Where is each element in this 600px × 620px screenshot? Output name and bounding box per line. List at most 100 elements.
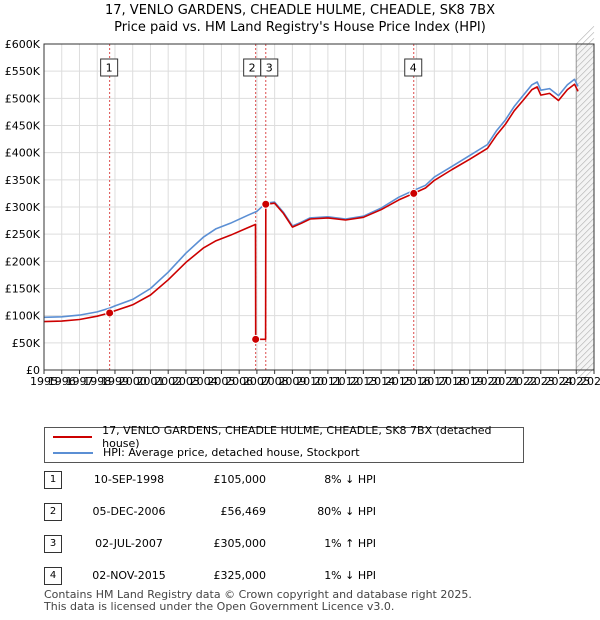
x-tick-label: 2003 (172, 375, 200, 388)
x-tick-label: 2001 (136, 375, 164, 388)
forecast-hatch (576, 308, 595, 327)
forecast-hatch (576, 38, 595, 57)
x-tick-label: 2020 (474, 375, 502, 388)
transaction-hpi-diff: 8% ↓ HPI (324, 473, 376, 486)
transaction-number: 1 (44, 471, 62, 489)
chart-title-line2: Price paid vs. HM Land Registry's House … (114, 20, 486, 35)
x-tick-label: 1995 (30, 375, 58, 388)
sale-number-label: 2 (249, 62, 256, 75)
forecast-hatch (576, 356, 595, 375)
x-tick-label: 2002 (154, 375, 182, 388)
forecast-hatch (576, 32, 595, 51)
forecast-hatch (576, 116, 595, 135)
footer-licence: This data is licensed under the Open Gov… (44, 600, 395, 613)
transaction-date: 10-SEP-1998 (93, 473, 165, 486)
forecast-hatch (576, 218, 595, 237)
y-tick-label: £200K (5, 255, 41, 268)
x-tick-label: 2013 (349, 375, 377, 388)
sale-number-label: 3 (266, 62, 273, 75)
sale-point (409, 188, 419, 198)
forecast-hatch (576, 188, 595, 207)
forecast-hatch (576, 194, 595, 213)
x-tick-label: 2005 (207, 375, 235, 388)
x-tick-label: 1998 (83, 375, 111, 388)
forecast-hatch (576, 350, 595, 369)
x-tick-label: 2025 (562, 375, 590, 388)
forecast-hatch (576, 254, 595, 273)
forecast-hatch (576, 182, 595, 201)
forecast-region (576, 44, 594, 370)
forecast-hatch (576, 170, 595, 189)
y-tick-label: £150K (5, 283, 41, 296)
forecast-hatch (576, 98, 595, 117)
transaction-date: 02-JUL-2007 (95, 537, 163, 550)
forecast-hatch (576, 122, 595, 141)
forecast-hatch (576, 326, 595, 345)
transaction-hpi-diff: 80% ↓ HPI (317, 505, 376, 518)
sale-number-label: 4 (410, 62, 417, 75)
x-tick-label: 2026 (580, 375, 600, 388)
sale-point (261, 199, 271, 209)
forecast-hatch (576, 92, 595, 111)
forecast-hatch (576, 44, 595, 63)
forecast-hatch (576, 152, 595, 171)
forecast-hatch (576, 176, 595, 195)
sale-number-box (404, 58, 423, 77)
x-tick-label: 2014 (367, 375, 395, 388)
forecast-hatch (576, 134, 595, 153)
sale-point (251, 334, 261, 344)
footer-copyright: Contains HM Land Registry data © Crown c… (44, 588, 472, 601)
forecast-hatch (576, 284, 595, 303)
transaction-hpi-diff: 1% ↑ HPI (324, 537, 376, 550)
x-tick-label: 1996 (48, 375, 76, 388)
forecast-hatch (576, 332, 595, 351)
x-tick-label: 1997 (65, 375, 93, 388)
x-tick-label: 2009 (278, 375, 306, 388)
x-tick-label: 2007 (243, 375, 271, 388)
transaction-number: 3 (44, 535, 62, 553)
x-tick-label: 2024 (545, 375, 573, 388)
y-tick-label: £550K (5, 65, 41, 78)
x-tick-label: 2011 (314, 375, 342, 388)
forecast-hatch (576, 344, 595, 363)
y-tick-label: £600K (5, 38, 41, 51)
forecast-hatch (576, 272, 595, 291)
transaction-price: £56,469 (220, 505, 267, 518)
property-series-line (43, 83, 579, 341)
sale-number-box (260, 58, 279, 77)
chart-title-line1: 17, VENLO GARDENS, CHEADLE HULME, CHEADL… (105, 3, 495, 18)
forecast-hatch (576, 68, 595, 87)
y-tick-label: £50K (12, 337, 41, 350)
x-tick-label: 2018 (438, 375, 466, 388)
forecast-hatch (576, 212, 595, 231)
forecast-hatch (576, 296, 595, 315)
forecast-hatch (576, 56, 595, 75)
forecast-hatch (576, 146, 595, 165)
forecast-hatch (576, 278, 595, 297)
forecast-hatch (576, 50, 595, 69)
x-tick-label: 2010 (296, 375, 324, 388)
legend-hpi-label: HPI: Average price, detached house, Stoc… (103, 446, 360, 459)
legend-property-line (53, 435, 93, 438)
forecast-hatch (576, 164, 595, 183)
x-tick-label: 1999 (101, 375, 129, 388)
y-tick-label: £500K (5, 92, 41, 105)
forecast-hatch (576, 80, 595, 99)
transaction-price: £305,000 (213, 537, 267, 550)
y-tick-label: £0 (26, 364, 40, 377)
forecast-hatch (576, 26, 595, 45)
y-tick-label: £100K (5, 310, 41, 323)
forecast-hatch (576, 140, 595, 159)
y-tick-label: £300K (5, 201, 41, 214)
transaction-hpi-diff: 1% ↓ HPI (324, 569, 376, 582)
forecast-hatch (576, 128, 595, 147)
x-tick-label: 2006 (225, 375, 253, 388)
transaction-row: 3 02-JUL-2007 £305,000 1% ↑ HPI (44, 535, 424, 555)
y-tick-label: £400K (5, 147, 41, 160)
forecast-hatch (576, 74, 595, 93)
x-tick-label: 2016 (403, 375, 431, 388)
forecast-hatch (576, 104, 595, 123)
x-tick-label: 2012 (332, 375, 360, 388)
x-tick-label: 2017 (420, 375, 448, 388)
